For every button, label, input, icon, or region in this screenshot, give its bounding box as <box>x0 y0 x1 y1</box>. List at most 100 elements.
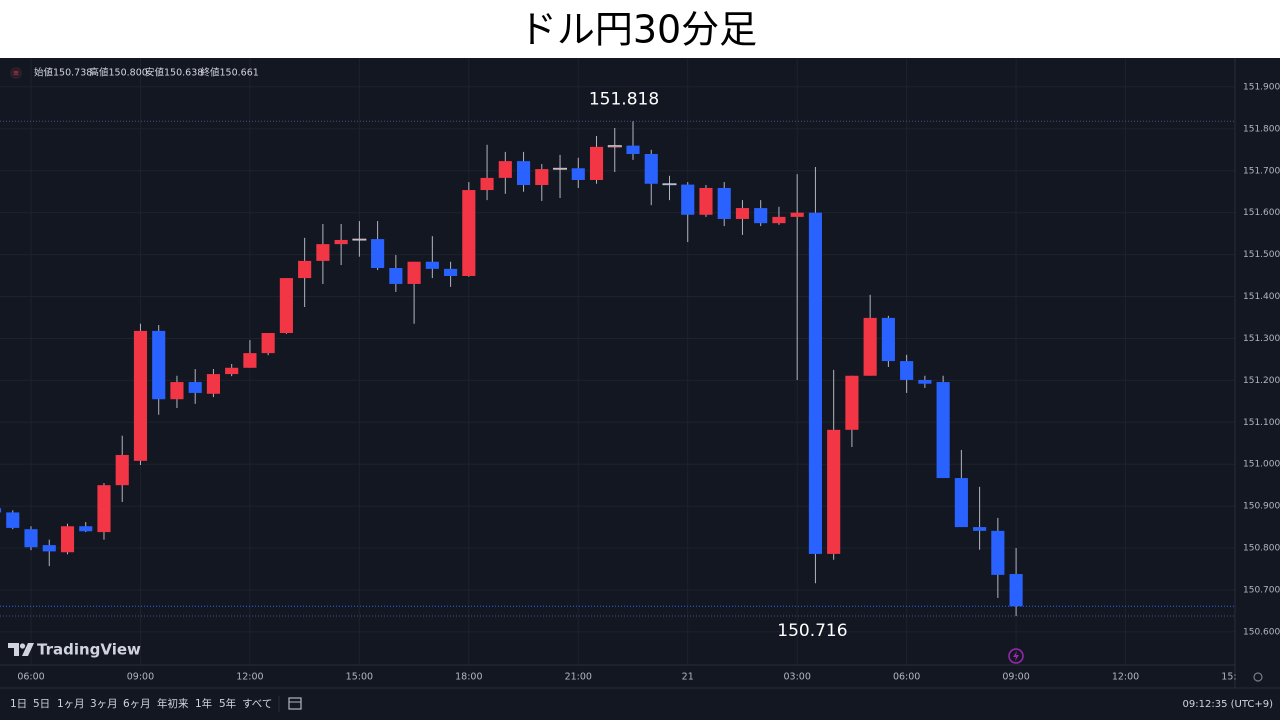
x-tick-label: 18:00 <box>455 672 482 683</box>
y-tick-label: 151.100 <box>1243 418 1280 428</box>
axis-mask <box>1236 666 1280 687</box>
range-button[interactable]: 3ヶ月 <box>90 698 118 710</box>
candle-body <box>6 512 20 528</box>
candle-body <box>60 526 75 553</box>
candle-body <box>298 260 312 279</box>
range-button[interactable]: 6ヶ月 <box>123 698 151 710</box>
candle-body <box>827 429 841 554</box>
y-tick-label: 150.900 <box>1243 502 1280 512</box>
candle-body <box>462 190 476 276</box>
candle-body <box>261 332 275 354</box>
y-tick-label: 150.600 <box>1243 627 1280 637</box>
range-button[interactable]: 年初来 <box>157 697 189 710</box>
candle-body <box>425 261 439 269</box>
candle-body <box>170 382 184 400</box>
toolbar <box>0 688 1280 720</box>
plot-area <box>0 58 1235 665</box>
y-tick-label: 151.600 <box>1243 208 1280 218</box>
candle-body <box>589 146 604 180</box>
range-button[interactable]: 1日 <box>10 698 27 710</box>
tradingview-logo: TradingView <box>8 641 141 659</box>
settings-icon[interactable] <box>1253 672 1263 682</box>
range-button[interactable]: 1年 <box>195 697 212 710</box>
x-tick-label: 09:00 <box>127 672 154 683</box>
candle-body <box>918 379 932 384</box>
range-button[interactable]: 5年 <box>219 697 236 710</box>
y-tick-label: 151.800 <box>1243 124 1280 134</box>
candle-body <box>626 145 640 154</box>
candle-body <box>152 330 166 400</box>
y-tick-label: 151.700 <box>1243 166 1280 176</box>
title-banner <box>0 0 1280 58</box>
range-button[interactable]: 1ヶ月 <box>57 698 85 710</box>
axes: 150.600 150.700 150.800 150.900 151.000 151.1… <box>17 82 1280 687</box>
y-tick-label: 151.500 <box>1243 250 1280 260</box>
candle-body <box>754 208 768 224</box>
candle-body <box>498 161 512 178</box>
y-tick-label: 151.300 <box>1243 334 1280 344</box>
legend-value: 150.738 <box>53 68 92 79</box>
logo-dot <box>19 643 26 649</box>
date-range-icon[interactable] <box>288 697 302 710</box>
candle-body <box>389 268 403 284</box>
candle-body <box>316 244 330 261</box>
range-button[interactable]: 5日 <box>33 698 50 710</box>
symbol-icon-glyph: ≡ <box>13 69 19 77</box>
y-tick-label: 151.000 <box>1243 460 1280 470</box>
x-tick-label: 09:00 <box>1002 672 1029 683</box>
y-tick-label: 151.400 <box>1243 292 1280 302</box>
candle-body <box>772 216 786 224</box>
candle-body <box>699 187 713 215</box>
candle-body <box>735 208 750 219</box>
candle-body <box>571 168 585 180</box>
candle-body <box>863 317 877 376</box>
range-buttons: 1日 5日 1ヶ月 3ヶ月 6ヶ月 年初来 1年 5年 すべて <box>10 697 272 710</box>
candle-body <box>352 238 367 241</box>
candle-body <box>881 317 895 362</box>
legend-value: 150.638 <box>164 68 203 79</box>
candle-body <box>371 239 385 269</box>
candle-body <box>1009 574 1023 607</box>
legend-label: 安値 <box>145 67 165 79</box>
candle-body <box>662 183 677 186</box>
candle-body <box>279 278 293 333</box>
candle-body <box>97 485 111 533</box>
candle-body <box>607 145 622 148</box>
candle-body <box>115 454 129 486</box>
candle-body <box>790 212 804 217</box>
candle-body <box>0 508 2 513</box>
candle-body <box>973 527 987 531</box>
candle-body <box>188 382 202 393</box>
candle-body <box>79 526 93 532</box>
calendar-icon <box>288 697 302 710</box>
candle-body <box>553 167 568 170</box>
x-tick-label: 21:00 <box>565 672 592 683</box>
y-tick-label: 150.700 <box>1243 585 1280 595</box>
range-button[interactable]: すべて <box>242 698 272 710</box>
candle-body <box>991 530 1005 575</box>
candle-body <box>954 478 968 528</box>
candle-body <box>644 153 658 184</box>
candle-body <box>225 367 239 375</box>
x-tick-label: 06:00 <box>17 672 44 683</box>
candle-body <box>24 529 38 548</box>
candle-body <box>42 545 56 552</box>
price-axis <box>1235 58 1280 688</box>
candle-body <box>516 161 531 186</box>
candle-body <box>133 330 148 461</box>
candle-body <box>444 268 458 276</box>
candle-body <box>535 169 549 186</box>
x-tick-label: 03:00 <box>783 672 810 683</box>
chart-title: ドル円30分足 <box>519 8 757 52</box>
candle-body <box>808 212 822 554</box>
event-icon[interactable] <box>1008 648 1024 664</box>
symbol-icon[interactable] <box>10 67 22 79</box>
x-tick-label: 06:00 <box>893 672 920 683</box>
candle-body <box>480 177 494 191</box>
candle-body <box>936 382 950 479</box>
event-icon-glyph <box>1013 651 1019 661</box>
